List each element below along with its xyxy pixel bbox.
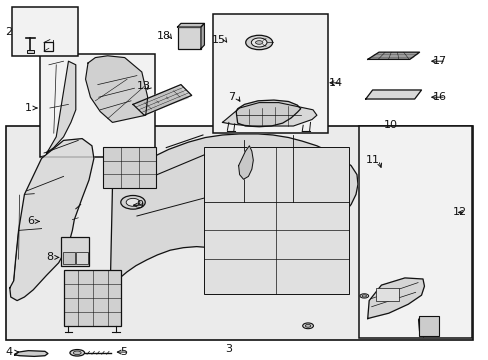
Polygon shape	[15, 351, 48, 356]
Polygon shape	[201, 23, 204, 49]
Ellipse shape	[73, 351, 81, 355]
Ellipse shape	[251, 38, 266, 47]
Ellipse shape	[245, 35, 272, 50]
Polygon shape	[136, 88, 188, 112]
Bar	[212, 14, 327, 133]
Bar	[62, 252, 75, 264]
Polygon shape	[133, 85, 191, 115]
Ellipse shape	[305, 324, 310, 327]
Bar	[204, 147, 348, 294]
Polygon shape	[108, 134, 357, 298]
Text: 11: 11	[365, 155, 379, 165]
Text: 8: 8	[46, 252, 53, 262]
Text: 16: 16	[432, 92, 446, 102]
Polygon shape	[367, 278, 424, 319]
Polygon shape	[238, 146, 253, 179]
Polygon shape	[418, 317, 424, 337]
Text: 14: 14	[328, 78, 342, 88]
Bar	[76, 252, 87, 264]
Bar	[6, 126, 472, 340]
Text: 13: 13	[137, 81, 151, 91]
Bar	[177, 27, 201, 49]
Bar	[61, 237, 89, 266]
Ellipse shape	[70, 350, 84, 356]
Polygon shape	[85, 56, 147, 122]
Bar	[375, 288, 398, 301]
Ellipse shape	[359, 294, 368, 298]
Text: 18: 18	[157, 31, 170, 41]
Text: 7: 7	[227, 92, 234, 102]
Text: 5: 5	[120, 347, 127, 357]
Ellipse shape	[126, 198, 140, 206]
Text: 2: 2	[5, 27, 12, 37]
Polygon shape	[222, 103, 316, 126]
Text: 10: 10	[384, 120, 397, 130]
Text: 3: 3	[225, 344, 232, 354]
Polygon shape	[46, 61, 76, 153]
Ellipse shape	[121, 195, 145, 209]
Text: 6: 6	[27, 216, 34, 226]
Bar	[27, 50, 34, 53]
Polygon shape	[367, 52, 419, 59]
Ellipse shape	[302, 323, 313, 329]
Polygon shape	[177, 23, 204, 27]
Bar	[63, 270, 121, 326]
Bar	[102, 147, 156, 188]
Text: 17: 17	[432, 56, 446, 66]
Bar	[44, 42, 53, 51]
Bar	[418, 316, 438, 336]
Polygon shape	[10, 139, 94, 301]
Text: 12: 12	[452, 207, 466, 217]
Text: 15: 15	[212, 35, 225, 45]
Text: 4: 4	[5, 347, 12, 357]
Polygon shape	[365, 90, 421, 99]
Bar	[12, 7, 78, 56]
Bar	[40, 54, 155, 157]
Text: 1: 1	[24, 103, 31, 113]
Text: 9: 9	[136, 200, 142, 210]
Ellipse shape	[255, 41, 263, 44]
Bar	[359, 126, 471, 338]
Polygon shape	[236, 100, 300, 127]
